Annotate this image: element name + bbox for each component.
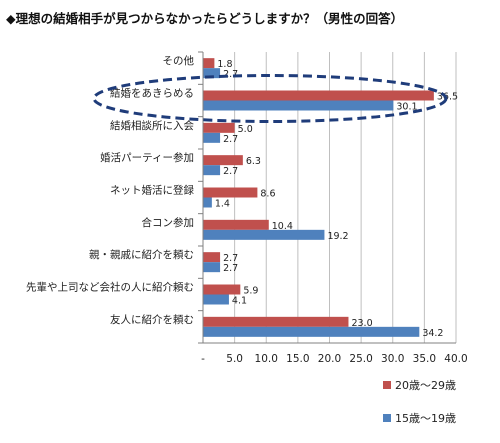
data-label: 8.6 (260, 189, 275, 200)
data-label: 2.7 (223, 253, 238, 264)
x-tick-label: 5.0 (226, 353, 243, 365)
category-label: その他 (163, 54, 195, 67)
data-label: 2.7 (223, 69, 238, 80)
data-label: 1.4 (215, 199, 230, 210)
x-tick-label: 20.0 (318, 353, 341, 365)
x-tick-label: 40.0 (444, 353, 467, 365)
legend-entry: 20歳〜29歳 (395, 379, 456, 392)
data-label: 5.9 (243, 286, 258, 297)
bar (203, 58, 215, 69)
bar (203, 197, 212, 208)
bar (203, 316, 349, 327)
data-label: 2.7 (223, 263, 238, 274)
x-tick-label: - (201, 353, 205, 365)
axes (198, 51, 456, 344)
category-label: 婚活パーティー参加 (100, 151, 194, 164)
data-label: 10.4 (272, 221, 293, 232)
bar (203, 68, 221, 79)
category-label: ネット婚活に登録 (110, 184, 194, 197)
data-label: 34.2 (422, 328, 443, 339)
legend-swatch (383, 414, 391, 422)
x-tick-label: 30.0 (381, 353, 404, 365)
bar (203, 252, 221, 263)
bar (203, 229, 325, 240)
data-label: 2.7 (223, 134, 238, 145)
x-tick-label: 10.0 (255, 353, 278, 365)
bar (203, 155, 243, 166)
bar (203, 132, 221, 143)
chart-title: ◆理想の結婚相手が見つからなかったらどうしますか？（男性の回答） (6, 11, 404, 26)
bar (203, 100, 394, 111)
data-label: 6.3 (246, 156, 261, 167)
x-tick-label: 15.0 (286, 353, 309, 365)
highlight-ellipse (92, 74, 448, 123)
bar (203, 187, 258, 198)
x-tick-label: 35.0 (413, 353, 436, 365)
legend-entry: 15歳〜19歳 (395, 412, 456, 425)
bar (203, 90, 434, 101)
x-tick-label: 25.0 (349, 353, 372, 365)
data-label: 36.5 (437, 92, 458, 103)
bar (203, 122, 235, 133)
data-label: 23.0 (351, 318, 372, 329)
bar (203, 262, 221, 273)
bar (203, 284, 241, 295)
bar (203, 165, 221, 176)
bars (203, 58, 434, 337)
bar (203, 326, 420, 337)
data-label: 19.2 (327, 231, 348, 242)
category-label: 合コン参加 (142, 216, 195, 229)
data-label: 5.0 (238, 124, 253, 135)
data-label: 1.8 (217, 59, 232, 70)
legend-swatch (383, 381, 391, 389)
category-label: 結婚をあきらめる (110, 87, 194, 100)
category-label: 友人に紹介を頼む (110, 313, 194, 326)
bar (203, 294, 229, 305)
data-label: 30.1 (396, 102, 417, 113)
category-label: 先輩や上司など会社の人に紹介頼む (26, 281, 194, 294)
data-label: 4.1 (232, 296, 247, 307)
category-label: 親・親戚に紹介を頼む (89, 248, 194, 261)
category-label: 結婚相談所に入会 (110, 119, 194, 132)
bar (203, 219, 269, 230)
highlight-ellipse-mark (92, 74, 448, 123)
legend: 20歳〜29歳 15歳〜19歳 (383, 379, 456, 425)
data-label: 2.7 (223, 166, 238, 177)
